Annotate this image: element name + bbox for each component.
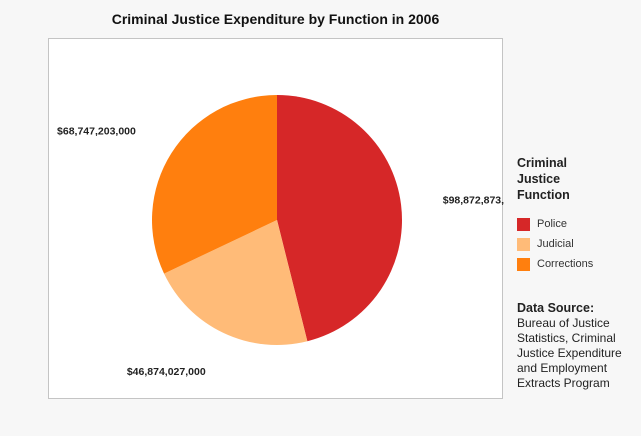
data-source: Data Source: Bureau of Justice Statistic… xyxy=(517,300,639,391)
legend-label-corrections: Corrections xyxy=(537,258,594,270)
slice-value-label-corrections: $68,747,203,000 xyxy=(57,126,136,138)
chart-title: Criminal Justice Expenditure by Function… xyxy=(111,11,440,27)
legend-swatch-judicial xyxy=(517,237,530,251)
data-source-title: Data Source: xyxy=(517,301,595,315)
legend-item-police: Police xyxy=(517,217,637,231)
legend-label-police: Police xyxy=(537,218,567,230)
slice-value-label-judicial: $46,874,027,000 xyxy=(127,366,206,378)
slice-value-label-police: $98,872,873,000 xyxy=(443,195,504,207)
legend-item-judicial: Judicial xyxy=(517,237,637,251)
legend-title: Criminal Justice Function xyxy=(517,156,570,202)
legend-swatch-police xyxy=(517,217,530,231)
pie-slice-corrections xyxy=(151,94,277,274)
legend-swatch-corrections xyxy=(517,257,530,271)
data-source-text: Bureau of Justice Statistics, Criminal J… xyxy=(517,316,622,390)
pie-chart: $98,872,873,000 $46,874,027,000 $68,747,20… xyxy=(57,94,504,378)
legend: Criminal Justice Function Police Judicial… xyxy=(517,155,637,277)
pie-slice-judicial xyxy=(164,220,308,345)
legend-item-corrections: Corrections xyxy=(517,257,637,271)
pie-slice-police xyxy=(277,95,403,342)
legend-label-judicial: Judicial xyxy=(537,238,574,250)
plot-area: $98,872,873,000 $46,874,027,000 $68,747,20… xyxy=(48,38,504,399)
